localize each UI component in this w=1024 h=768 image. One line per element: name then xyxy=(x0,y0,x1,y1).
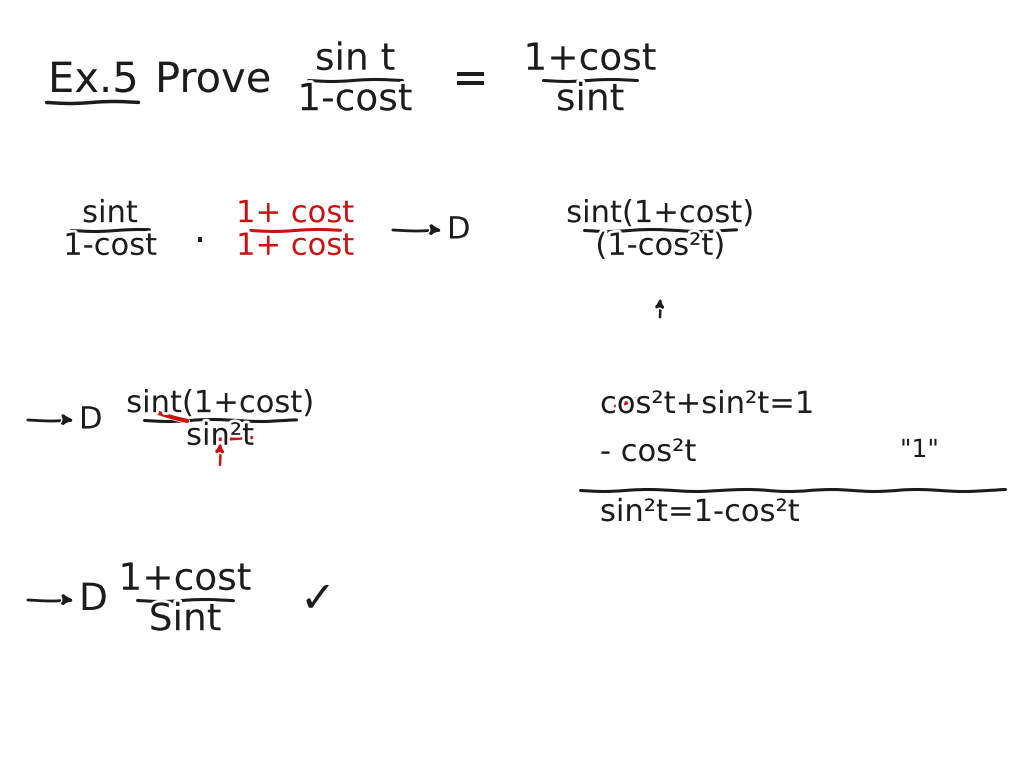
Text: sint: sint xyxy=(82,199,138,228)
Text: Sint: Sint xyxy=(148,602,221,638)
Text: D: D xyxy=(447,216,470,244)
Text: 1-cost: 1-cost xyxy=(297,82,413,118)
Text: sint(1+cost): sint(1+cost) xyxy=(126,389,313,419)
Text: 1+cost: 1+cost xyxy=(523,41,656,78)
Text: ✓: ✓ xyxy=(300,579,336,621)
Text: sin²t: sin²t xyxy=(186,422,254,451)
Text: Prove: Prove xyxy=(155,59,271,101)
Text: D: D xyxy=(79,582,108,618)
Text: - cos²t: - cos²t xyxy=(600,438,696,467)
Text: 1-cost: 1-cost xyxy=(63,232,157,261)
Text: .: . xyxy=(194,209,207,251)
Text: sin²t=1-cos²t: sin²t=1-cos²t xyxy=(600,498,799,527)
Text: D: D xyxy=(79,406,102,435)
Text: "1": "1" xyxy=(900,438,939,462)
Text: 1+ cost: 1+ cost xyxy=(237,199,354,228)
Text: sint(1+cost): sint(1+cost) xyxy=(566,199,754,228)
Text: (1-cos²t): (1-cos²t) xyxy=(595,232,725,261)
Text: cos²t+sin²t=1: cos²t+sin²t=1 xyxy=(600,390,814,419)
Text: sint: sint xyxy=(556,82,624,118)
Text: 1+cost: 1+cost xyxy=(119,561,252,598)
Text: Ex.5: Ex.5 xyxy=(48,59,138,101)
Text: 1+ cost: 1+ cost xyxy=(237,232,354,261)
Text: =: = xyxy=(452,59,488,101)
Text: sin t: sin t xyxy=(315,41,395,78)
